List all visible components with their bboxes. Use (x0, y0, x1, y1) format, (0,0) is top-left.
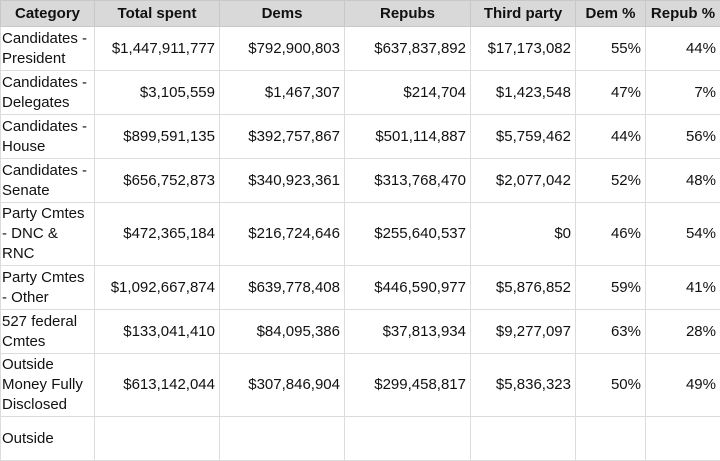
third-party-cell (471, 417, 576, 461)
table-row: Party Cmtes - Other$1,092,667,874$639,77… (1, 266, 720, 310)
third-party-cell: $1,423,548 (471, 71, 576, 115)
header-repub-percent: Repub % (646, 1, 720, 27)
category-cell: Outside (1, 417, 95, 461)
category-cell: Candidates - Senate (1, 159, 95, 203)
total-spent-cell: $1,447,911,777 (95, 27, 220, 71)
dem-percent-cell: 46% (576, 203, 646, 266)
category-cell: 527 federal Cmtes (1, 310, 95, 354)
third-party-cell: $5,759,462 (471, 115, 576, 159)
repubs-cell: $299,458,817 (345, 354, 471, 417)
dem-percent-cell: 50% (576, 354, 646, 417)
dems-cell: $639,778,408 (220, 266, 345, 310)
total-spent-cell: $1,092,667,874 (95, 266, 220, 310)
dems-cell (220, 417, 345, 461)
dem-percent-cell: 47% (576, 71, 646, 115)
header-dems: Dems (220, 1, 345, 27)
dems-cell: $792,900,803 (220, 27, 345, 71)
repubs-cell: $214,704 (345, 71, 471, 115)
repub-percent-cell: 7% (646, 71, 720, 115)
table-row: Outside Money Fully Disclosed$613,142,04… (1, 354, 720, 417)
table-row: Candidates - House$899,591,135$392,757,8… (1, 115, 720, 159)
dems-cell: $216,724,646 (220, 203, 345, 266)
repubs-cell: $501,114,887 (345, 115, 471, 159)
repub-percent-cell: 54% (646, 203, 720, 266)
total-spent-cell: $472,365,184 (95, 203, 220, 266)
category-cell: Outside Money Fully Disclosed (1, 354, 95, 417)
third-party-cell: $9,277,097 (471, 310, 576, 354)
header-repubs: Repubs (345, 1, 471, 27)
third-party-cell: $2,077,042 (471, 159, 576, 203)
header-category: Category (1, 1, 95, 27)
dem-percent-cell (576, 417, 646, 461)
repub-percent-cell (646, 417, 720, 461)
third-party-cell: $0 (471, 203, 576, 266)
repub-percent-cell: 48% (646, 159, 720, 203)
total-spent-cell: $656,752,873 (95, 159, 220, 203)
dem-percent-cell: 63% (576, 310, 646, 354)
category-cell: Candidates - House (1, 115, 95, 159)
total-spent-cell: $133,041,410 (95, 310, 220, 354)
repubs-cell: $37,813,934 (345, 310, 471, 354)
header-third-party: Third party (471, 1, 576, 27)
dems-cell: $392,757,867 (220, 115, 345, 159)
repubs-cell: $255,640,537 (345, 203, 471, 266)
dems-cell: $84,095,386 (220, 310, 345, 354)
repub-percent-cell: 41% (646, 266, 720, 310)
total-spent-cell: $899,591,135 (95, 115, 220, 159)
table-row: Candidates - President$1,447,911,777$792… (1, 27, 720, 71)
total-spent-cell (95, 417, 220, 461)
table-row: 527 federal Cmtes$133,041,410$84,095,386… (1, 310, 720, 354)
third-party-cell: $5,876,852 (471, 266, 576, 310)
repub-percent-cell: 49% (646, 354, 720, 417)
total-spent-cell: $3,105,559 (95, 71, 220, 115)
third-party-cell: $5,836,323 (471, 354, 576, 417)
category-cell: Candidates - President (1, 27, 95, 71)
table-row: Outside (1, 417, 720, 461)
repubs-cell (345, 417, 471, 461)
category-cell: Party Cmtes - Other (1, 266, 95, 310)
category-cell: Candidates - Delegates (1, 71, 95, 115)
dems-cell: $1,467,307 (220, 71, 345, 115)
dem-percent-cell: 59% (576, 266, 646, 310)
repub-percent-cell: 28% (646, 310, 720, 354)
table-body: Candidates - President$1,447,911,777$792… (1, 27, 720, 461)
header-dem-percent: Dem % (576, 1, 646, 27)
dem-percent-cell: 52% (576, 159, 646, 203)
dems-cell: $340,923,361 (220, 159, 345, 203)
total-spent-cell: $613,142,044 (95, 354, 220, 417)
category-cell: Party Cmtes - DNC & RNC (1, 203, 95, 266)
third-party-cell: $17,173,082 (471, 27, 576, 71)
repubs-cell: $313,768,470 (345, 159, 471, 203)
table-row: Candidates - Senate$656,752,873$340,923,… (1, 159, 720, 203)
repubs-cell: $637,837,892 (345, 27, 471, 71)
repub-percent-cell: 44% (646, 27, 720, 71)
dem-percent-cell: 55% (576, 27, 646, 71)
dems-cell: $307,846,904 (220, 354, 345, 417)
repubs-cell: $446,590,977 (345, 266, 471, 310)
table-row: Candidates - Delegates$3,105,559$1,467,3… (1, 71, 720, 115)
table-header-row: Category Total spent Dems Repubs Third p… (1, 1, 720, 27)
dem-percent-cell: 44% (576, 115, 646, 159)
header-total-spent: Total spent (95, 1, 220, 27)
repub-percent-cell: 56% (646, 115, 720, 159)
table-row: Party Cmtes - DNC & RNC$472,365,184$216,… (1, 203, 720, 266)
